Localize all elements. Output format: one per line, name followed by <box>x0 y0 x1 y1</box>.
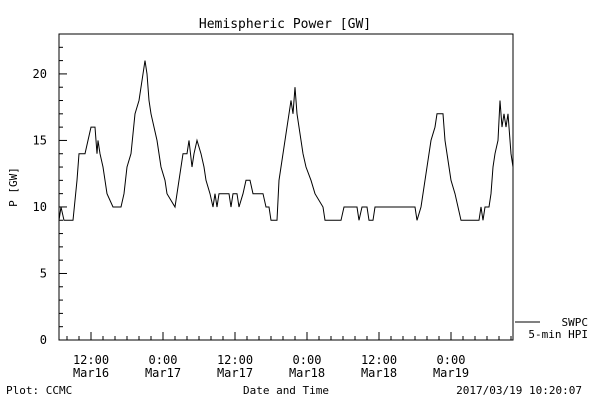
x-tick-time: 0:00 <box>149 353 178 367</box>
y-tick-label: 15 <box>33 133 47 147</box>
x-tick-date: Mar18 <box>361 366 397 380</box>
x-tick-time: 12:00 <box>217 353 253 367</box>
x-tick-time: 12:00 <box>73 353 109 367</box>
legend-label-line1: SWPC <box>562 316 589 329</box>
x-tick-date: Mar17 <box>145 366 181 380</box>
footer-right: 2017/03/19 10:20:07 <box>456 384 582 397</box>
y-tick-label: 10 <box>33 200 47 214</box>
y-axis-label: P [GW] <box>7 167 20 207</box>
x-tick-time: 0:00 <box>293 353 322 367</box>
legend: SWPC 5-min HPI <box>515 316 588 341</box>
series-line-hemispheric-power <box>58 60 514 221</box>
y-tick-label: 5 <box>40 266 47 280</box>
x-axis: 12:00Mar160:00Mar1712:00Mar170:00Mar1812… <box>66 332 512 380</box>
footer-left: Plot: CCMC <box>6 384 72 397</box>
y-axis: 0 5 10 15 20 <box>33 46 67 347</box>
chart-title: Hemispheric Power [GW] <box>199 17 371 32</box>
series-layer <box>58 60 514 221</box>
x-tick-date: Mar18 <box>289 366 325 380</box>
y-tick-label: 20 <box>33 67 47 81</box>
x-tick-date: Mar17 <box>217 366 253 380</box>
x-tick-date: Mar16 <box>73 366 109 380</box>
x-tick-date: Mar19 <box>433 366 469 380</box>
y-tick-label: 0 <box>40 333 47 347</box>
plot-frame <box>58 33 514 341</box>
x-axis-label: Date and Time <box>243 384 329 397</box>
x-tick-time: 12:00 <box>361 353 397 367</box>
x-tick-time: 0:00 <box>437 353 466 367</box>
legend-label-line2: 5-min HPI <box>528 328 588 341</box>
